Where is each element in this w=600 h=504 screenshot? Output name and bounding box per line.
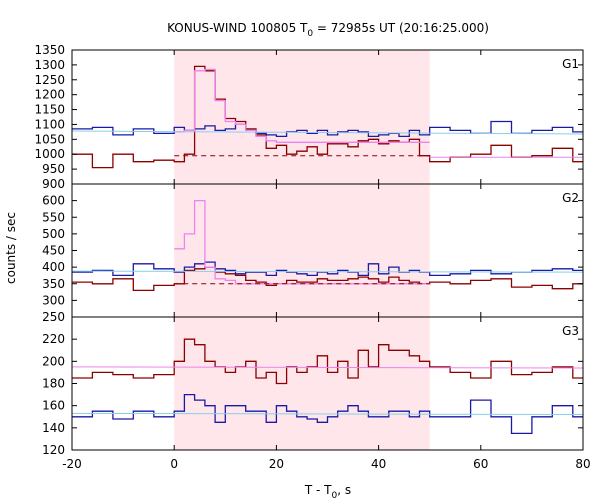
y-tick-label: 120 bbox=[42, 443, 65, 457]
panel-g2: 250 300 350 400 450 500 550 600 G2 bbox=[42, 183, 584, 324]
panels: 90095010001050110011501200125013001350G1… bbox=[34, 43, 590, 471]
panel-label: G2 bbox=[562, 191, 579, 205]
panel-label: G1 bbox=[562, 57, 579, 71]
y-tick-label: 950 bbox=[42, 162, 65, 176]
series-cyan-fit-2 bbox=[72, 412, 583, 415]
panel-g3: 120 140 160 180 200 220 -20 0 20 40 60 80 G3 bbox=[42, 316, 591, 471]
y-tick-label: 250 bbox=[42, 310, 65, 324]
series-dark_red-step-0 bbox=[72, 338, 583, 385]
chart-title-subscript: 0 bbox=[307, 29, 313, 39]
y-tick-label: 1250 bbox=[34, 73, 65, 87]
x-tick-label: 60 bbox=[473, 457, 488, 471]
plot-area bbox=[72, 338, 583, 435]
y-tick-label: 1200 bbox=[34, 88, 65, 102]
y-tick-label: 400 bbox=[42, 260, 65, 274]
x-axis-label-suffix: , s bbox=[337, 483, 351, 497]
series-blue-step-1 bbox=[72, 261, 583, 277]
chart-title: KONUS-WIND 100805 T0 = 72985s UT (20:16:… bbox=[167, 21, 489, 39]
y-tick-label: 450 bbox=[42, 244, 65, 258]
y-tick-label: 350 bbox=[42, 277, 65, 291]
y-tick-label: 220 bbox=[42, 332, 65, 346]
y-tick-label: 1350 bbox=[34, 43, 65, 57]
y-tick-label: 140 bbox=[42, 421, 65, 435]
series-cyan-fit-3 bbox=[72, 270, 583, 273]
y-axis-label: counts / sec bbox=[4, 212, 18, 284]
y-tick-label: 300 bbox=[42, 293, 65, 307]
x-axis-label-subscript: 0 bbox=[332, 491, 338, 500]
y-tick-label: 900 bbox=[42, 177, 65, 191]
plot-area bbox=[72, 65, 583, 169]
chart-title-suffix: = 72985s UT (20:16:25.000) bbox=[313, 21, 489, 35]
y-tick-label: 550 bbox=[42, 210, 65, 224]
shaded-interval bbox=[174, 317, 430, 450]
y-tick-label: 1050 bbox=[34, 132, 65, 146]
x-tick-label: 80 bbox=[575, 457, 590, 471]
series-pink-fit-3 bbox=[72, 366, 583, 369]
panel-label: G3 bbox=[562, 324, 579, 338]
x-axis-label-prefix: T - T bbox=[304, 483, 332, 497]
x-tick-label: 20 bbox=[269, 457, 284, 471]
chart-title-prefix: KONUS-WIND 100805 T bbox=[167, 21, 308, 35]
y-tick-label: 1000 bbox=[34, 147, 65, 161]
series-dark_red-step-0 bbox=[72, 266, 583, 292]
x-tick-label: 0 bbox=[170, 457, 178, 471]
x-tick-label: -20 bbox=[62, 457, 82, 471]
y-tick-label: 200 bbox=[42, 354, 65, 368]
y-tick-label: 1150 bbox=[34, 103, 65, 117]
plot-area bbox=[72, 199, 583, 292]
y-tick-label: 160 bbox=[42, 399, 65, 413]
x-tick-label: 40 bbox=[371, 457, 386, 471]
y-tick-label: 180 bbox=[42, 377, 65, 391]
series-pink-step-2 bbox=[174, 68, 430, 143]
series-cyan-fit-3 bbox=[72, 130, 583, 135]
y-tick-label: 1100 bbox=[34, 117, 65, 131]
y-tick-label: 1300 bbox=[34, 58, 65, 72]
shaded-interval bbox=[174, 50, 430, 184]
y-tick-label: 600 bbox=[42, 194, 65, 208]
series-blue-step-1 bbox=[72, 393, 583, 435]
x-axis-label: T - T0, s bbox=[304, 483, 351, 500]
y-tick-label: 500 bbox=[42, 227, 65, 241]
shaded-interval bbox=[174, 184, 430, 317]
